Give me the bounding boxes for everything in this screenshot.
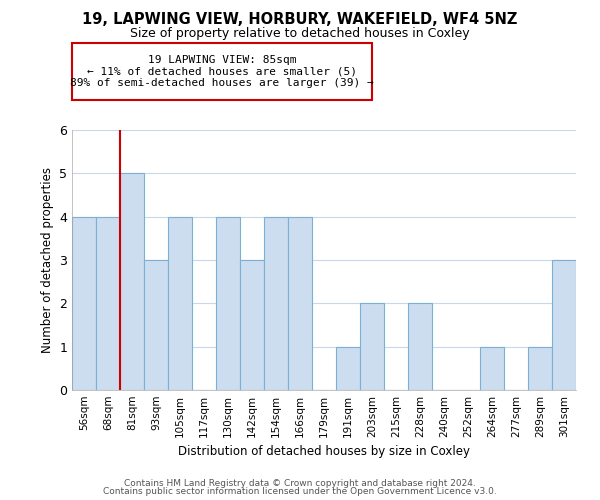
Bar (360, 304, 384, 390)
Bar (240, 260, 264, 390)
Bar (264, 216, 288, 390)
X-axis label: Distribution of detached houses by size in Coxley: Distribution of detached houses by size … (178, 446, 470, 458)
Bar (336, 346, 360, 390)
Bar (288, 216, 312, 390)
Bar (120, 174, 144, 390)
Text: 19 LAPWING VIEW: 85sqm
← 11% of detached houses are smaller (5)
89% of semi-deta: 19 LAPWING VIEW: 85sqm ← 11% of detached… (70, 54, 374, 88)
Bar (408, 304, 432, 390)
Bar (96, 216, 120, 390)
Bar (144, 260, 168, 390)
Text: Contains public sector information licensed under the Open Government Licence v3: Contains public sector information licen… (103, 487, 497, 496)
Text: Contains HM Land Registry data © Crown copyright and database right 2024.: Contains HM Land Registry data © Crown c… (124, 478, 476, 488)
Text: Size of property relative to detached houses in Coxley: Size of property relative to detached ho… (130, 28, 470, 40)
Bar (168, 216, 192, 390)
Bar (72, 216, 96, 390)
Y-axis label: Number of detached properties: Number of detached properties (41, 167, 53, 353)
Bar (480, 346, 504, 390)
Text: 19, LAPWING VIEW, HORBURY, WAKEFIELD, WF4 5NZ: 19, LAPWING VIEW, HORBURY, WAKEFIELD, WF… (82, 12, 518, 28)
Bar (216, 216, 240, 390)
Bar (552, 260, 576, 390)
Bar (528, 346, 552, 390)
